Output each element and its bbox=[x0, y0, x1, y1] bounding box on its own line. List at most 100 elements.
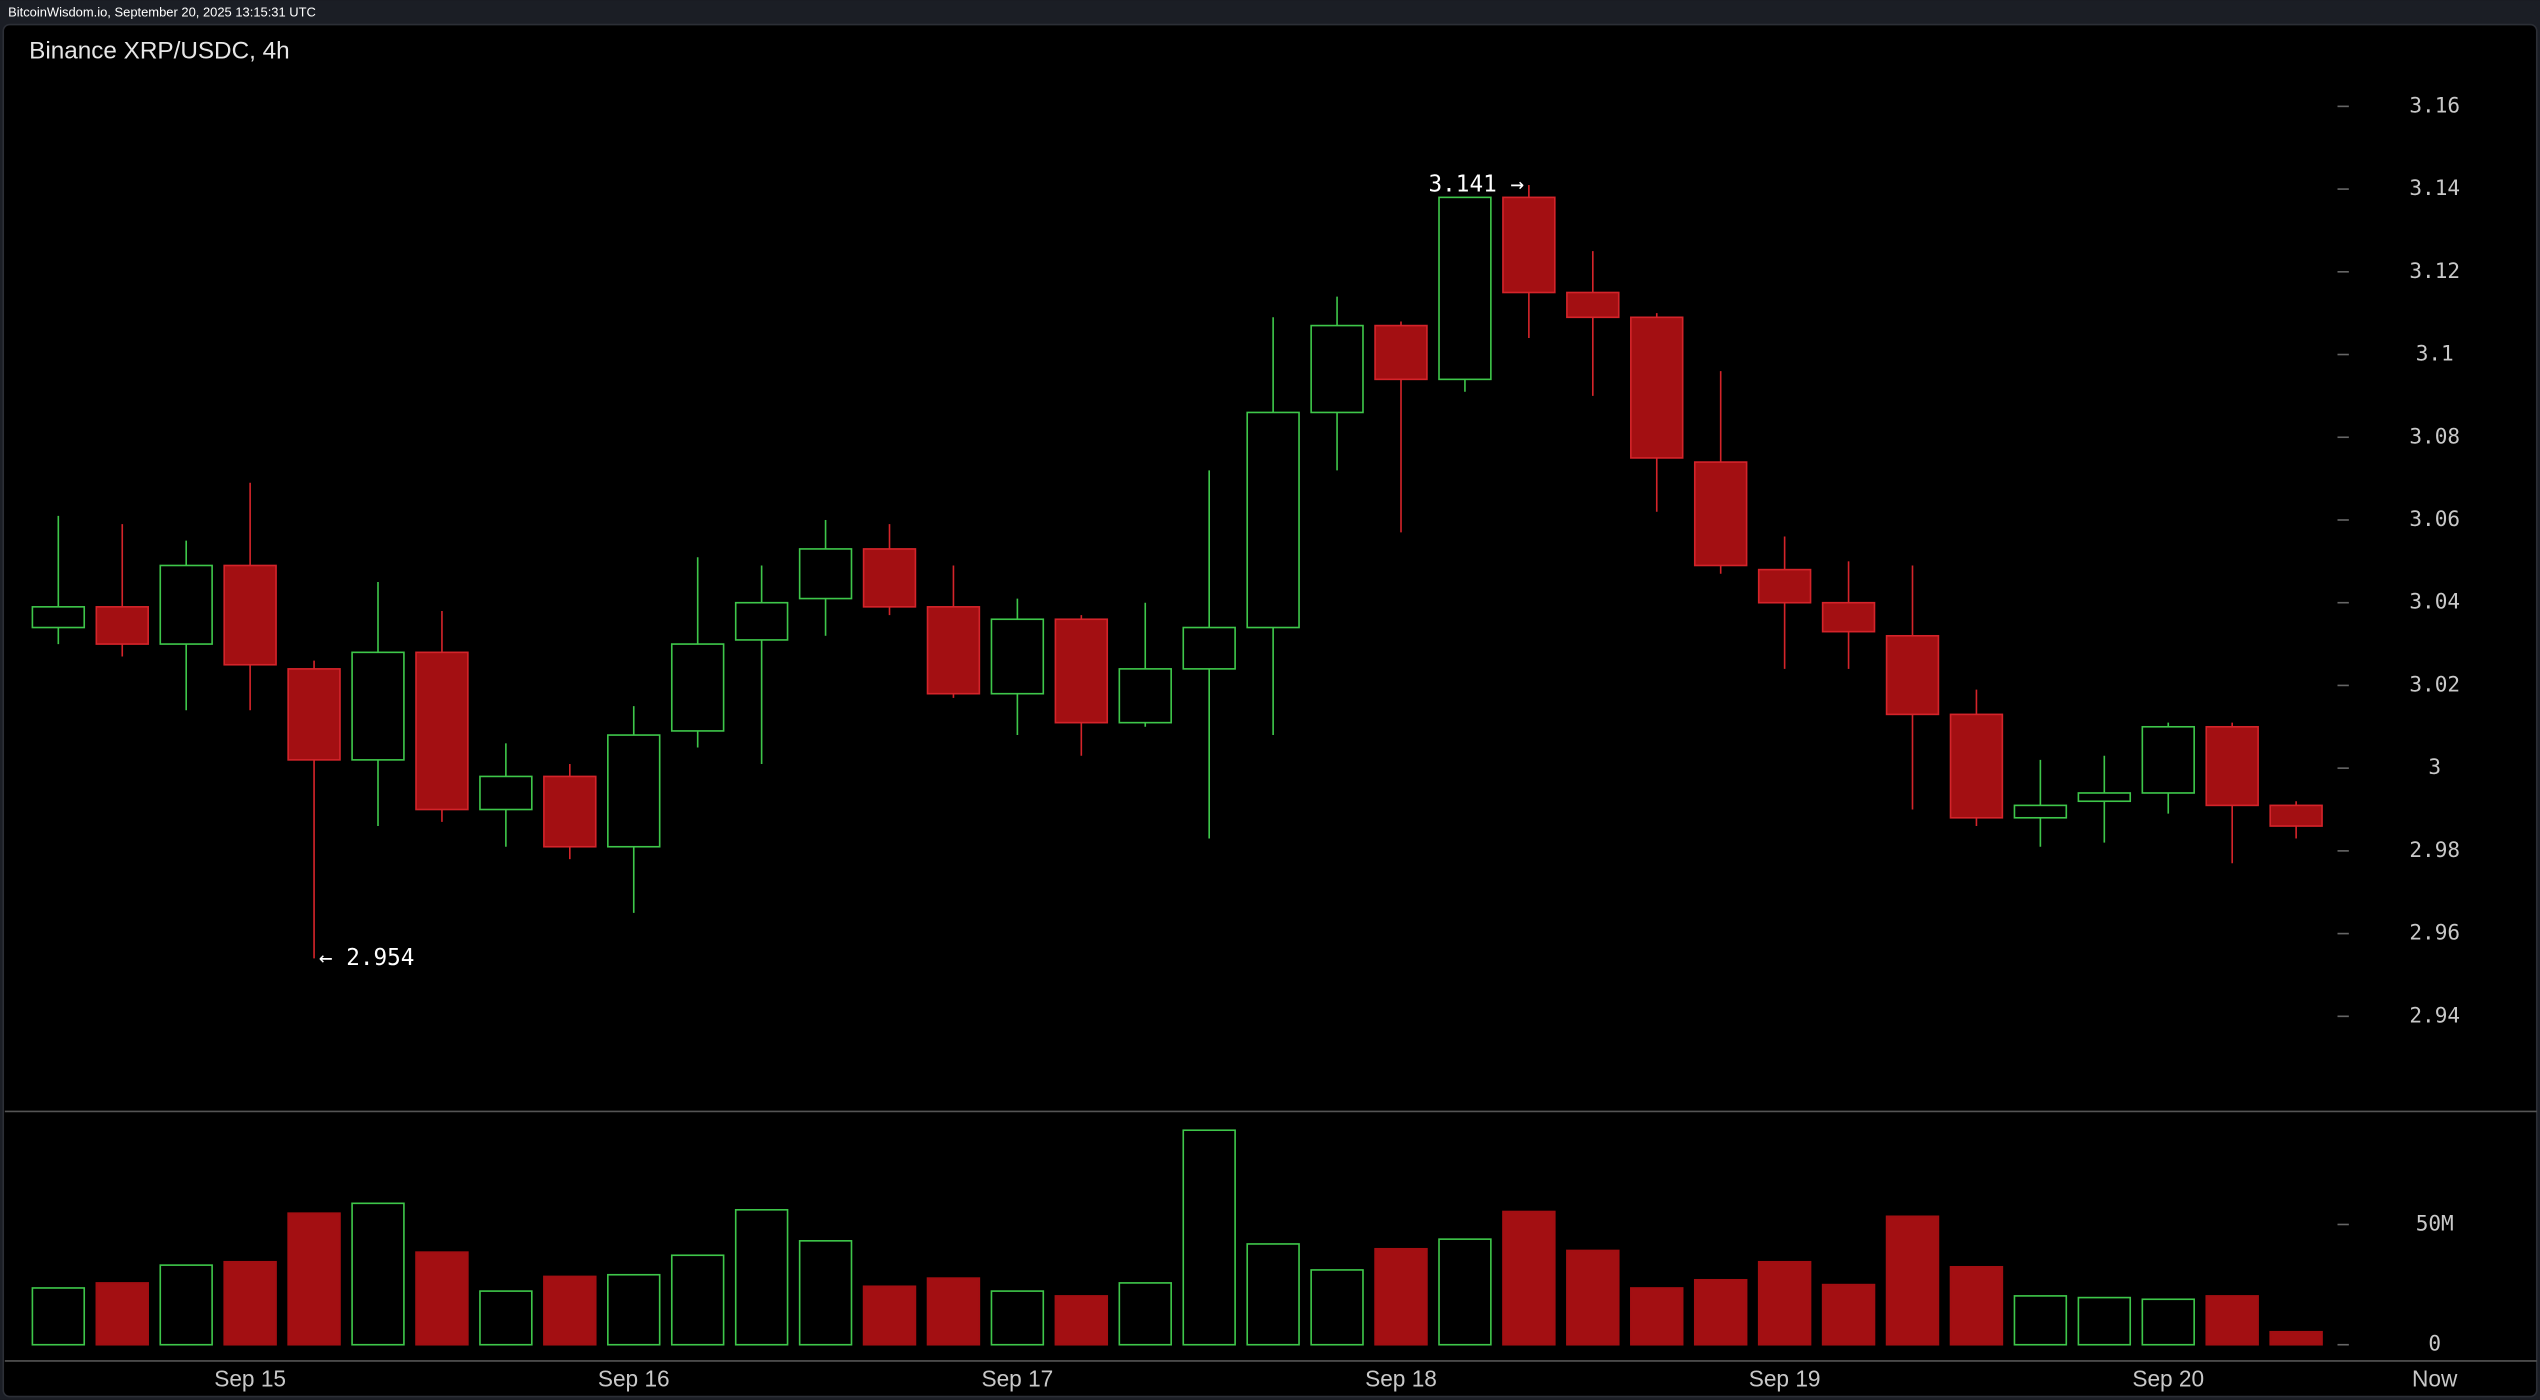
volume-bar bbox=[1502, 1210, 1556, 1346]
candle-body bbox=[31, 606, 86, 629]
candle-body bbox=[1054, 618, 1109, 724]
volume-bar bbox=[607, 1273, 661, 1346]
candle-body bbox=[2077, 792, 2132, 803]
volume-bar bbox=[2077, 1296, 2132, 1346]
volume-bar bbox=[479, 1290, 533, 1346]
y-tick-label: 3.06 bbox=[2409, 506, 2460, 531]
candle-body bbox=[1118, 668, 1172, 724]
y-tick-label: 3.12 bbox=[2409, 258, 2460, 283]
x-tick-label: Sep 17 bbox=[981, 1365, 1053, 1391]
y-tick-label: 3 bbox=[2428, 754, 2441, 779]
x-tick-label: Sep 20 bbox=[2132, 1365, 2204, 1391]
y-tick-label: 3.02 bbox=[2409, 671, 2460, 696]
x-tick-label: Sep 19 bbox=[1749, 1365, 1821, 1391]
candle-body bbox=[95, 606, 149, 645]
candle-body bbox=[1693, 461, 1748, 567]
y-tick-label: 2.94 bbox=[2409, 1002, 2460, 1027]
volume-bar bbox=[31, 1287, 86, 1346]
volume-bar bbox=[1757, 1260, 1812, 1346]
candle-body bbox=[1182, 626, 1236, 670]
candle-body bbox=[1949, 713, 2004, 819]
volume-bar bbox=[223, 1260, 277, 1346]
volume-bar bbox=[1821, 1283, 1876, 1346]
candle-body bbox=[159, 564, 213, 645]
volume-bar bbox=[1310, 1269, 1364, 1346]
candle-body bbox=[1374, 324, 1428, 381]
volume-tick-label: 0 bbox=[2428, 1331, 2441, 1356]
low-annotation: ← 2.954 bbox=[319, 945, 414, 971]
volume-bar bbox=[1118, 1282, 1172, 1346]
volume-bar bbox=[1885, 1215, 1940, 1346]
y-tick-label: 3.14 bbox=[2409, 175, 2460, 200]
volume-bar bbox=[1566, 1249, 1620, 1346]
candle-body bbox=[670, 643, 725, 732]
volume-bar bbox=[1182, 1129, 1236, 1346]
y-tick-label: 3.04 bbox=[2409, 589, 2460, 614]
y-tick-label: 3.16 bbox=[2409, 92, 2460, 117]
volume-bar bbox=[734, 1209, 789, 1346]
chart-panel bbox=[2, 23, 2538, 1398]
volume-bar bbox=[1374, 1247, 1428, 1346]
volume-bar bbox=[287, 1212, 341, 1346]
candle-body bbox=[2141, 725, 2195, 794]
x-tick-label: Sep 16 bbox=[598, 1365, 670, 1391]
candle-body bbox=[1246, 411, 1300, 629]
x-end-label: Now bbox=[2412, 1365, 2458, 1391]
candle-body bbox=[1502, 196, 1556, 294]
candle-body bbox=[2013, 804, 2068, 819]
candle-body bbox=[351, 651, 405, 761]
candle-body bbox=[1566, 291, 1620, 319]
volume-bar bbox=[1054, 1295, 1109, 1346]
candle-body bbox=[479, 775, 533, 811]
candle-body bbox=[1630, 316, 1684, 459]
volume-bar bbox=[926, 1277, 981, 1346]
volume-bar bbox=[1949, 1265, 2004, 1346]
candle-body bbox=[1310, 324, 1364, 414]
candle-body bbox=[926, 606, 981, 695]
candle-body bbox=[1885, 634, 1940, 716]
volume-bar bbox=[95, 1282, 149, 1346]
volume-bar bbox=[798, 1240, 853, 1346]
volume-bar bbox=[351, 1202, 405, 1346]
volume-bar bbox=[1630, 1287, 1684, 1346]
volume-bar bbox=[1246, 1243, 1300, 1346]
volume-bar bbox=[990, 1290, 1045, 1346]
volume-bar bbox=[2269, 1330, 2323, 1346]
chart-title: Binance XRP/USDC, 4h bbox=[29, 37, 289, 64]
volume-bar bbox=[1438, 1238, 1492, 1346]
y-tick-label: 2.98 bbox=[2409, 837, 2460, 862]
candle-body bbox=[1757, 568, 1812, 604]
volume-bar bbox=[670, 1254, 725, 1346]
volume-tick-label: 50M bbox=[2416, 1210, 2454, 1235]
high-annotation: 3.141 → bbox=[1429, 171, 1524, 197]
volume-bar bbox=[1693, 1278, 1748, 1346]
volume-bar bbox=[415, 1251, 469, 1346]
candle-body bbox=[2205, 725, 2259, 807]
volume-bar bbox=[862, 1285, 917, 1346]
y-tick-label: 3.1 bbox=[2416, 341, 2454, 366]
y-tick-label: 3.08 bbox=[2409, 423, 2460, 448]
candle-body bbox=[1821, 601, 1876, 633]
candle-body bbox=[287, 668, 341, 761]
candle-body bbox=[798, 548, 853, 600]
candle-body bbox=[862, 548, 917, 608]
candle-body bbox=[2269, 804, 2323, 827]
candle-body bbox=[734, 601, 789, 641]
candle-body bbox=[990, 618, 1045, 695]
candle-body bbox=[1438, 196, 1492, 381]
volume-bar bbox=[543, 1275, 597, 1346]
x-tick-label: Sep 18 bbox=[1365, 1365, 1437, 1391]
source-header: BitcoinWisdom.io, September 20, 2025 13:… bbox=[8, 5, 316, 20]
candle-body bbox=[607, 734, 661, 848]
candle-body bbox=[415, 651, 469, 811]
y-tick-label: 2.96 bbox=[2409, 920, 2460, 945]
x-tick-label: Sep 15 bbox=[214, 1365, 286, 1391]
candle-body bbox=[223, 564, 277, 666]
volume-bar bbox=[2205, 1295, 2259, 1346]
volume-bar bbox=[2013, 1295, 2068, 1346]
candle-body bbox=[543, 775, 597, 848]
volume-bar bbox=[2141, 1298, 2195, 1346]
volume-bar bbox=[159, 1264, 213, 1346]
